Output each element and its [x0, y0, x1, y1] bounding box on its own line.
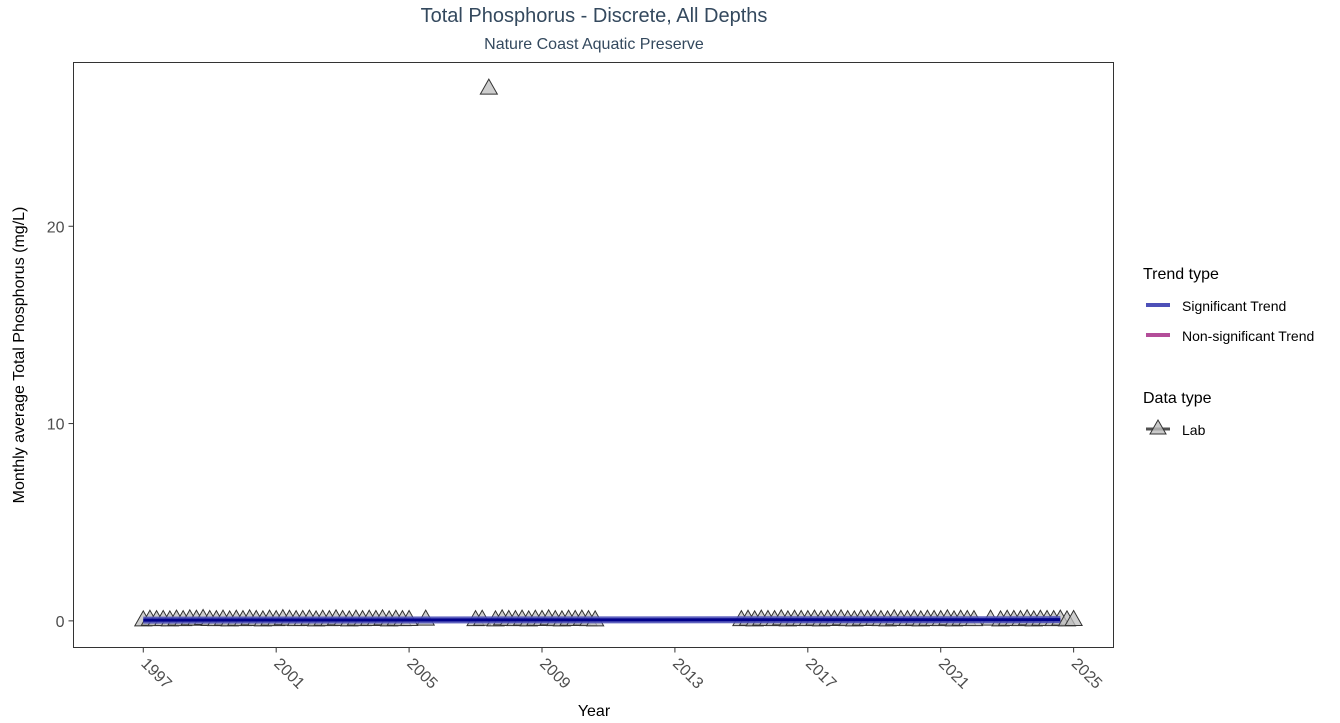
y-axis: 0 10 20 — [47, 219, 74, 631]
legend-significant-trend-label: Significant Trend — [1182, 298, 1286, 314]
legend: Trend type Significant Trend Non-signifi… — [1143, 266, 1314, 438]
x-tick-label: 2005 — [403, 655, 440, 692]
x-tick-label: 2009 — [536, 655, 573, 692]
y-tick-label: 20 — [47, 219, 65, 236]
chart-subtitle: Nature Coast Aquatic Preserve — [484, 36, 704, 53]
x-axis-title: Year — [578, 703, 611, 720]
x-tick-label: 1997 — [137, 655, 174, 692]
chart-title: Total Phosphorus - Discrete, All Depths — [421, 5, 768, 27]
legend-non-significant-trend-label: Non-significant Trend — [1182, 328, 1314, 344]
legend-trend-title: Trend type — [1143, 266, 1219, 283]
data-point — [1064, 609, 1083, 626]
legend-data-title: Data type — [1143, 390, 1212, 407]
legend-lab-label: Lab — [1182, 422, 1206, 438]
x-axis: 1997 2001 2005 2009 2013 2017 2021 2025 — [137, 647, 1105, 693]
y-tick-label: 10 — [47, 417, 65, 434]
x-tick-label: 2013 — [669, 655, 706, 692]
x-tick-label: 2021 — [935, 655, 972, 692]
y-tick-label: 0 — [56, 614, 65, 631]
x-tick-label: 2001 — [270, 655, 307, 692]
x-tick-label: 2017 — [802, 655, 839, 692]
y-axis-title: Monthly average Total Phosphorus (mg/L) — [11, 207, 28, 504]
plot-panel — [73, 62, 1114, 648]
data-point — [479, 78, 499, 95]
triangle-icon — [1149, 418, 1167, 435]
x-tick-label: 2025 — [1068, 655, 1105, 692]
